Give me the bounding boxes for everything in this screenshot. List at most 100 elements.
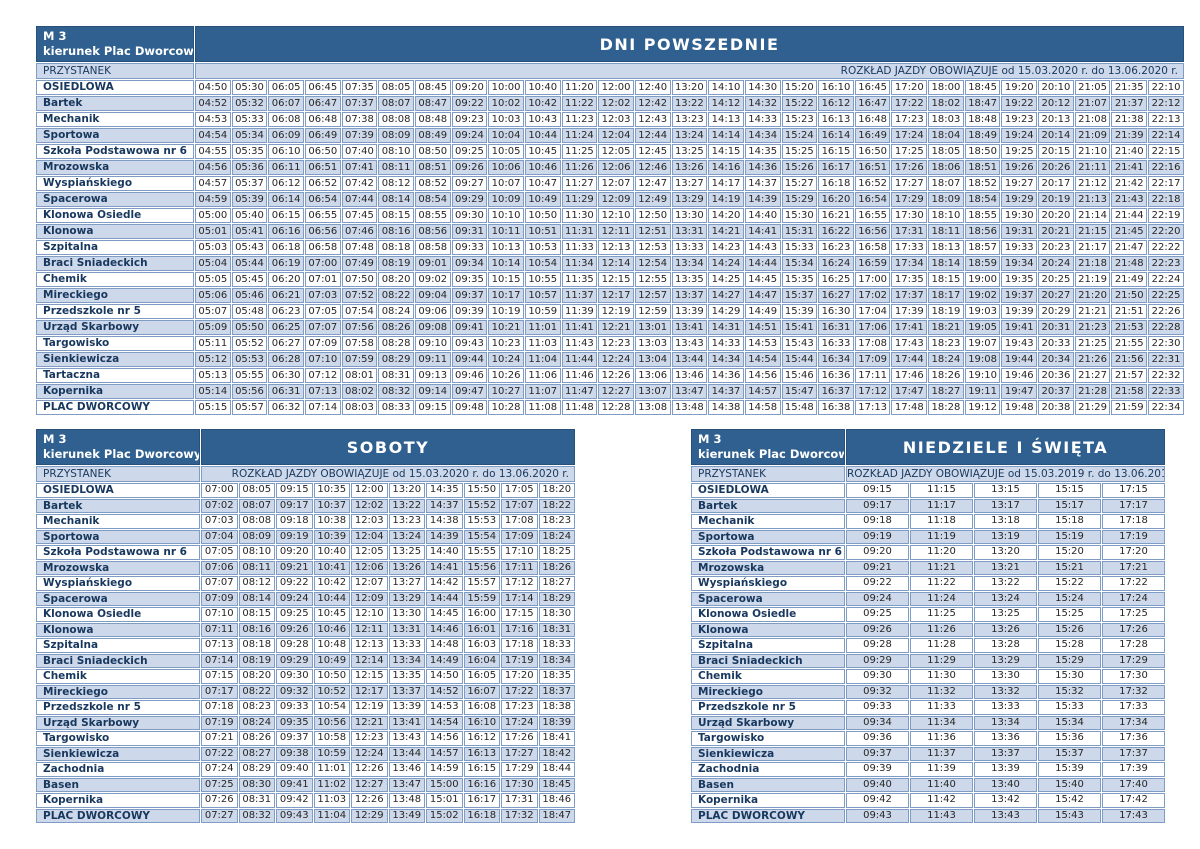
- stop-name-cell: Przedszkole nr 5: [691, 700, 845, 715]
- stop-name-cell: Wyspiańskiego: [36, 176, 194, 191]
- time-cell: 22:26: [1148, 304, 1184, 319]
- time-cell: 08:20: [378, 272, 414, 287]
- time-cell: 10:44: [313, 591, 350, 606]
- time-cell: 16:38: [818, 400, 854, 415]
- time-cell: 20:19: [1038, 192, 1074, 207]
- validity-note: ROZKŁAD JAZDY OBOWIĄZUJE od 15.03.2020 r…: [201, 466, 575, 482]
- stop-column-header: PRZYSTANEK: [36, 466, 200, 482]
- time-cell: 15:25: [781, 144, 818, 159]
- time-cell: 21:11: [1074, 160, 1111, 175]
- time-cell: 12:23: [351, 731, 388, 746]
- time-cell: 12:17: [598, 288, 634, 303]
- time-cell: 13:46: [671, 368, 708, 383]
- time-cell: 17:06: [854, 320, 891, 335]
- time-cell: 06:45: [304, 80, 341, 95]
- time-cell: 05:57: [231, 400, 268, 415]
- stop-name-cell: Sienkiewicza: [691, 746, 845, 761]
- time-cell: 12:19: [598, 304, 634, 319]
- time-cell: 12:02: [351, 498, 388, 513]
- time-cell: 16:20: [818, 192, 854, 207]
- time-cell: 18:31: [538, 622, 575, 637]
- time-cell: 17:00: [854, 272, 891, 287]
- time-cell: 15:48: [781, 400, 818, 415]
- time-cell: 08:45: [414, 80, 451, 95]
- time-cell: 17:15: [1102, 483, 1165, 498]
- time-cell: 11:04: [524, 352, 561, 367]
- time-cell: 06:05: [268, 80, 304, 95]
- time-cell: 16:17: [463, 793, 500, 808]
- time-cell: 22:30: [1148, 336, 1184, 351]
- time-cell: 16:50: [854, 144, 891, 159]
- time-cell: 07:58: [341, 336, 378, 351]
- time-cell: 08:58: [414, 240, 451, 255]
- time-cell: 12:06: [598, 160, 634, 175]
- time-cell: 20:25: [1038, 272, 1074, 287]
- time-cell: 19:22: [1001, 96, 1038, 111]
- time-cell: 17:43: [891, 336, 928, 351]
- time-cell: 16:17: [818, 160, 854, 175]
- time-cell: 15:41: [781, 320, 818, 335]
- time-cell: 09:25: [451, 144, 488, 159]
- time-cell: 18:11: [928, 224, 964, 239]
- time-cell: 21:57: [1111, 368, 1148, 383]
- time-cell: 07:52: [341, 288, 378, 303]
- time-cell: 17:13: [854, 400, 891, 415]
- time-cell: 08:10: [378, 144, 414, 159]
- time-cell: 22:10: [1148, 80, 1184, 95]
- time-cell: 09:35: [451, 272, 488, 287]
- time-cell: 17:16: [501, 622, 538, 637]
- time-cell: 11:08: [524, 400, 561, 415]
- time-cell: 07:10: [304, 352, 341, 367]
- time-cell: 13:29: [388, 591, 425, 606]
- time-cell: 13:37: [974, 746, 1037, 761]
- time-cell: 14:56: [744, 368, 781, 383]
- time-cell: 16:58: [854, 240, 891, 255]
- time-cell: 21:19: [1074, 272, 1111, 287]
- time-cell: 09:34: [846, 715, 909, 730]
- time-cell: 18:13: [928, 240, 964, 255]
- time-cell: 05:56: [231, 384, 268, 399]
- time-cell: 21:10: [1074, 144, 1111, 159]
- time-cell: 14:53: [426, 700, 463, 715]
- time-cell: 19:27: [1001, 176, 1038, 191]
- time-cell: 08:32: [238, 808, 275, 823]
- time-cell: 11:39: [561, 304, 598, 319]
- time-cell: 21:35: [1111, 80, 1148, 95]
- time-cell: 16:04: [463, 653, 500, 668]
- time-cell: 13:25: [671, 144, 708, 159]
- time-cell: 14:17: [708, 176, 744, 191]
- time-cell: 04:52: [195, 96, 231, 111]
- time-cell: 07:02: [201, 498, 238, 513]
- time-cell: 08:09: [238, 529, 275, 544]
- time-cell: 17:10: [501, 545, 538, 560]
- time-cell: 13:39: [671, 304, 708, 319]
- time-cell: 10:40: [524, 80, 561, 95]
- time-cell: 19:02: [964, 288, 1001, 303]
- time-cell: 13:35: [671, 272, 708, 287]
- time-cell: 13:25: [388, 545, 425, 560]
- time-cell: 05:33: [231, 112, 268, 127]
- time-cell: 15:20: [781, 80, 818, 95]
- time-cell: 10:05: [488, 144, 524, 159]
- time-cell: 06:15: [268, 208, 304, 223]
- time-cell: 19:08: [964, 352, 1001, 367]
- time-cell: 12:19: [351, 700, 388, 715]
- time-cell: 12:55: [634, 272, 671, 287]
- time-cell: 06:08: [268, 112, 304, 127]
- time-cell: 07:04: [201, 529, 238, 544]
- time-cell: 19:12: [964, 400, 1001, 415]
- timetable-row: Targowisko 09:36 11:36 13:36 15:36 17:36: [691, 731, 1165, 746]
- time-cell: 12:57: [634, 288, 671, 303]
- time-cell: 16:18: [818, 176, 854, 191]
- time-cell: 11:40: [910, 777, 973, 792]
- time-cell: 09:33: [846, 700, 909, 715]
- time-cell: 12:53: [634, 240, 671, 255]
- time-cell: 13:24: [671, 128, 708, 143]
- time-cell: 08:52: [414, 176, 451, 191]
- time-cell: 17:12: [854, 384, 891, 399]
- timetable-row: PLAC DWORCOWY 09:43 11:43 13:43 15:43 17:43: [691, 808, 1165, 823]
- time-cell: 21:08: [1074, 112, 1111, 127]
- time-cell: 18:49: [964, 128, 1001, 143]
- time-cell: 21:42: [1111, 176, 1148, 191]
- time-cell: 12:00: [351, 483, 388, 498]
